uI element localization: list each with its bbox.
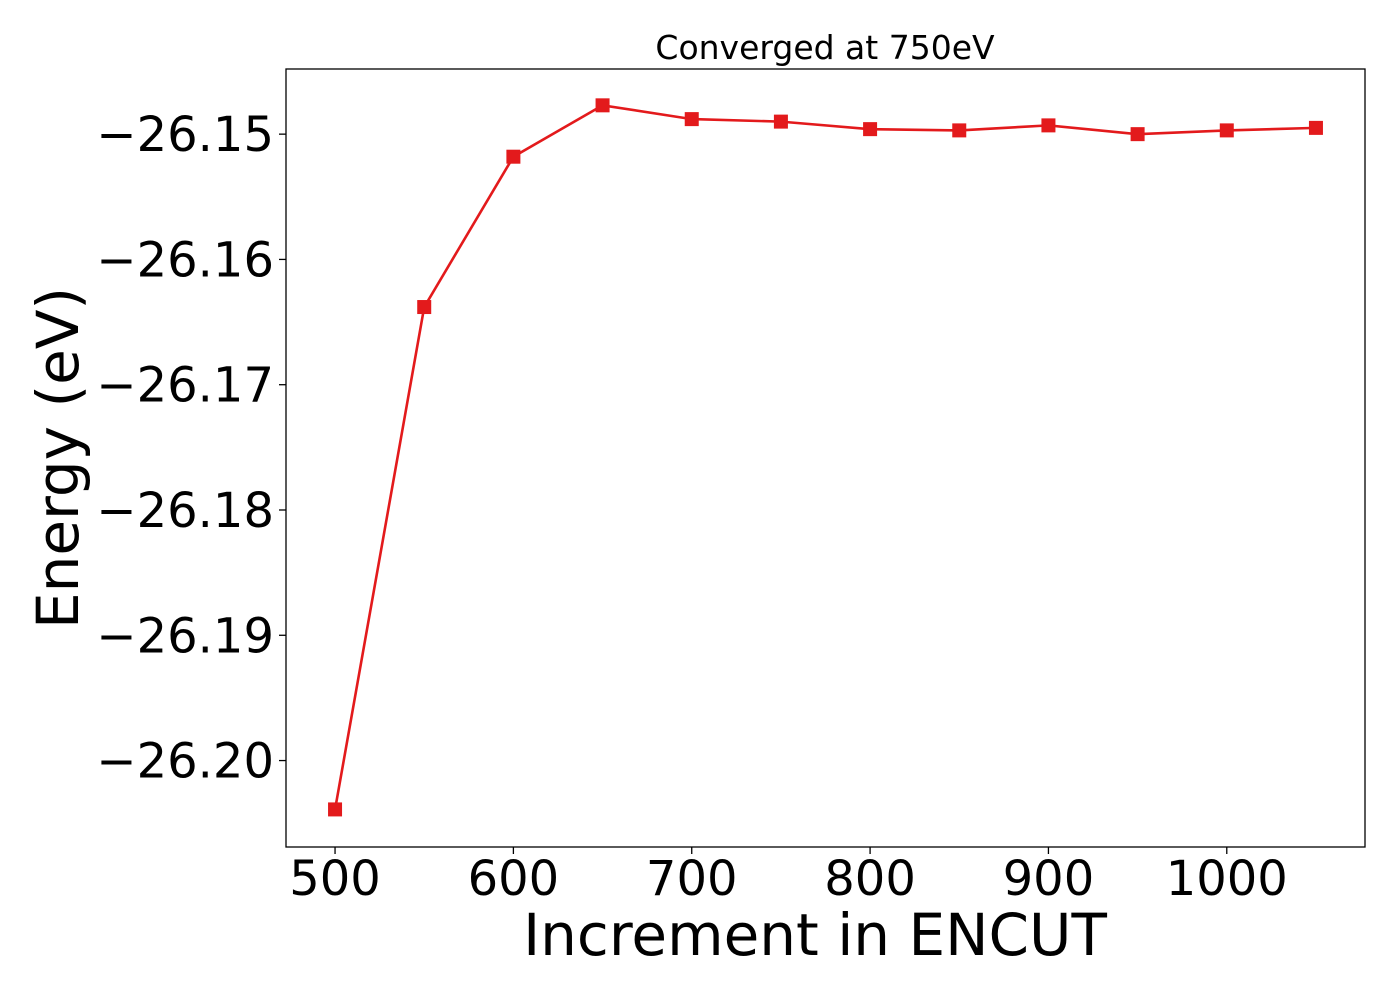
x-tick-label: 800	[824, 851, 916, 907]
y-tick-label: −26.20	[96, 734, 274, 790]
data-point-marker	[684, 112, 699, 127]
x-tick-label: 600	[468, 851, 560, 907]
data-point-marker	[1308, 120, 1323, 135]
data-point-marker	[1130, 127, 1145, 142]
x-tick-label: 500	[289, 851, 381, 907]
x-axis-label: Increment in ENCUT	[523, 901, 1107, 969]
energy-series	[328, 98, 1323, 817]
data-point-marker	[328, 802, 343, 817]
data-point-marker	[863, 122, 878, 137]
data-point-marker	[1219, 123, 1234, 138]
chart-title: Converged at 750eV	[655, 28, 995, 67]
y-tick-label: −26.15	[96, 107, 274, 163]
data-point-marker	[773, 114, 788, 129]
y-tick-label: −26.18	[96, 483, 274, 539]
x-tick-label: 1000	[1166, 851, 1288, 907]
y-axis-label: Energy (eV)	[24, 287, 92, 629]
data-point-marker	[595, 98, 610, 113]
series-line	[333, 103, 1316, 810]
data-point-marker	[1041, 118, 1056, 133]
y-axis-ticks: −26.15 −26.16 −26.17 −26.18 −26.19 −26.20	[96, 107, 286, 790]
data-point-marker	[417, 300, 432, 315]
x-tick-label: 700	[646, 851, 738, 907]
x-axis-ticks: 500 600 700 800 900 1000	[289, 847, 1288, 907]
x-tick-label: 900	[1003, 851, 1095, 907]
plot-area	[285, 68, 1366, 848]
data-point-marker	[952, 123, 967, 138]
y-tick-label: −26.19	[96, 608, 274, 664]
data-point-marker	[506, 149, 521, 164]
y-tick-label: −26.16	[96, 232, 274, 288]
y-tick-label: −26.17	[96, 358, 274, 414]
